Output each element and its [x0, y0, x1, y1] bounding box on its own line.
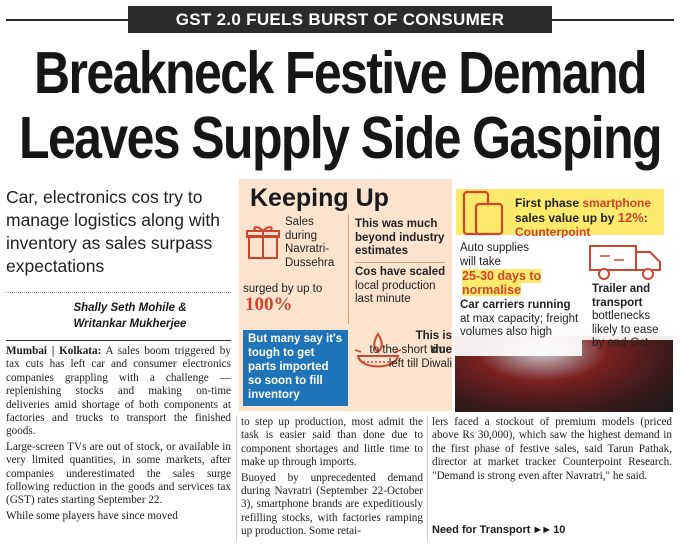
surged-value: 100% — [245, 294, 293, 315]
beyond-estimates-text: This was much beyond industry estimates — [355, 218, 450, 259]
headline-line-1: Breakneck Festive Demand — [34, 40, 648, 107]
scaled-production-detail: local production last minute — [355, 279, 436, 306]
infographic-title: Keeping Up — [250, 184, 389, 212]
paragraph: While some players have since moved — [6, 509, 178, 522]
smartphone-highlight: smartphone — [582, 196, 652, 210]
byline-author-1: Shally Seth Mohile & — [73, 302, 187, 314]
trailer-detail: bottlenecks likely to ease by end-Oct — [592, 310, 659, 349]
jump-label: Need for Transport — [432, 524, 531, 536]
smartphone-text-1: First phase — [515, 196, 580, 210]
column-separator — [427, 416, 428, 541]
trailer-text: Trailer and transport bottlenecks likely… — [592, 283, 672, 351]
trailer-bold: Trailer and transport — [592, 283, 651, 309]
smartphone-source: Counterpoint — [515, 225, 591, 239]
truck-icon — [589, 245, 661, 280]
headline-line-2: Leaves Supply Side Gasping — [19, 105, 663, 172]
diwali-note: to the short time left till Diwali — [369, 344, 452, 370]
surged-text: surged by up to — [243, 283, 323, 295]
scaled-production-bold: Cos have scaled — [355, 266, 446, 278]
jump-line[interactable]: Need for Transport ►► 10 — [432, 524, 565, 536]
column-separator — [236, 416, 237, 541]
article-column-3: lers faced a stockout of premium models … — [432, 416, 672, 483]
auto-supply-days: 25-30 days to normalise — [462, 269, 542, 297]
car-carrier-detail: at max capacity; freight volumes also hi… — [460, 312, 579, 339]
deck: Car, electronics cos try to manage logis… — [6, 187, 221, 276]
smartphone-sales-text: First phase smartphone sales value up by… — [515, 196, 652, 239]
due-bold: This is due — [415, 330, 452, 356]
deck-rule — [6, 292, 231, 293]
jump-page: 10 — [553, 524, 566, 536]
diya-lamp-icon — [354, 332, 402, 368]
car-carrier-panel — [455, 296, 582, 356]
paragraph-text: A sales boom triggered by tax cuts has l… — [6, 345, 231, 438]
smartphone-text-2: sales value up by — [515, 210, 615, 225]
paragraph: Large-screen TVs are out of stock, or av… — [6, 440, 231, 507]
gift-box-icon — [246, 226, 280, 259]
parts-import-callout: But many say it's tough to get parts imp… — [243, 330, 348, 406]
divider — [348, 214, 349, 324]
paragraph: lers faced a stockout of premium models … — [432, 416, 672, 482]
divider — [355, 262, 445, 263]
trailer-panel — [582, 280, 673, 340]
car-carrier-bold: Car carriers running — [460, 299, 571, 311]
smartphone-value: 12% — [617, 209, 644, 225]
diwali-note-bold: This is due — [400, 330, 452, 357]
article-column-2: to step up production, most admit the ta… — [241, 416, 423, 539]
paragraph: Mumbai | Kolkata: A sales boom triggered… — [6, 345, 231, 439]
auto-supply-highlight: 25-30 days to normalise — [460, 269, 578, 297]
car-carrier-text: Car carriers running at max capacity; fr… — [460, 299, 580, 340]
smartphone-icon — [462, 190, 504, 236]
paragraph: Buoyed by unprecedented demand during Na… — [241, 471, 423, 538]
article-column-1: Mumbai | Kolkata: A sales boom triggered… — [6, 345, 231, 523]
scaled-production-text: Cos have scaled local production last mi… — [355, 266, 450, 307]
dateline: Mumbai | Kolkata: — [6, 345, 102, 357]
double-arrow-icon: ►► — [532, 524, 552, 536]
auto-supply-text: Auto supplies will take — [460, 242, 530, 268]
beyond-estimates-label: This was much beyond industry estimates — [355, 218, 445, 257]
sales-text: Sales during Navratri-Dussehra — [285, 216, 335, 269]
byline-author-2: Writankar Mukherjee — [73, 318, 187, 330]
kicker: GST 2.0 FUELS BURST OF CONSUMER SENTIMEN… — [128, 6, 552, 56]
byline-rule — [6, 340, 231, 341]
paragraph: to step up production, most admit the ta… — [241, 416, 423, 469]
byline: Shally Seth Mohile & Writankar Mukherjee — [30, 300, 230, 332]
